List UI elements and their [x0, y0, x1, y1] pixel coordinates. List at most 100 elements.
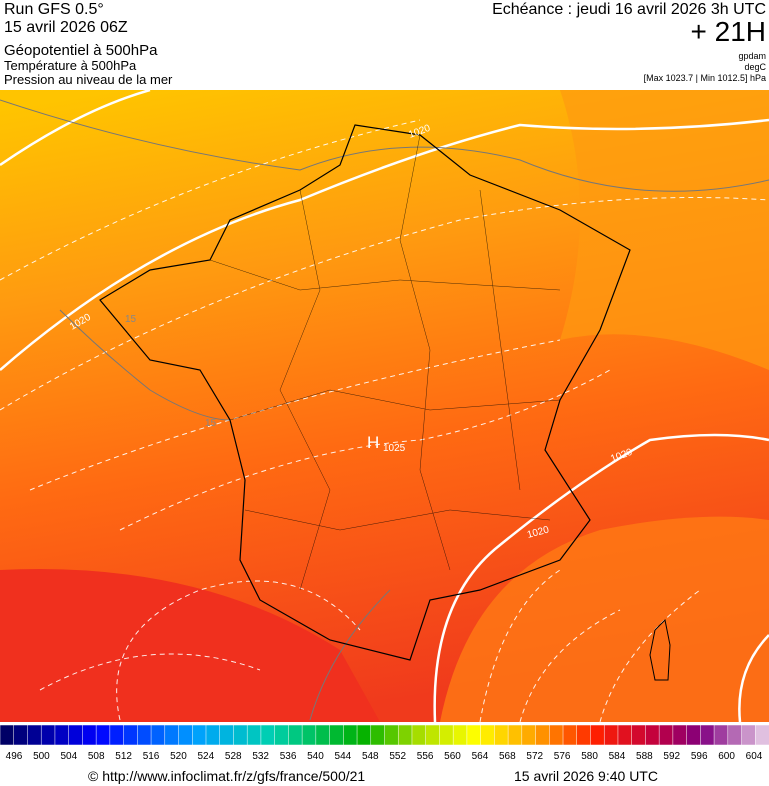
- color-swatch: [452, 724, 468, 746]
- color-swatch: [123, 724, 139, 746]
- run: Run GFS 0.5°: [4, 1, 104, 18]
- scale-label: 588: [636, 751, 653, 762]
- color-swatch: [397, 724, 413, 746]
- valid-time: Echéance : jeudi 16 avril 2026 3h UTC: [492, 1, 766, 18]
- color-swatch: [439, 724, 454, 746]
- color-swatch: [109, 724, 125, 746]
- color-swatch: [658, 724, 674, 746]
- color-swatch: [549, 724, 564, 746]
- color-swatch: [617, 724, 633, 746]
- scale-label: 604: [746, 751, 763, 762]
- color-swatch: [315, 724, 331, 746]
- color-swatch: [246, 724, 262, 746]
- scale-label: 540: [307, 751, 324, 762]
- scale-label: 536: [280, 751, 297, 762]
- color-swatch: [233, 724, 248, 746]
- color-swatch: [755, 724, 769, 746]
- color-swatch: [343, 724, 358, 746]
- color-swatch: [68, 724, 84, 746]
- color-swatch: [27, 724, 42, 746]
- scale-label: 596: [691, 751, 708, 762]
- color-swatch: [686, 724, 702, 746]
- color-swatch: [192, 724, 207, 746]
- color-swatch: [507, 724, 523, 746]
- color-swatch: [562, 724, 578, 746]
- scale-label: 552: [389, 751, 406, 762]
- color-swatch: [603, 724, 619, 746]
- scale-label: 508: [88, 751, 105, 762]
- map: 1020 1020 1020 1020 15 15 H 1025: [0, 90, 769, 722]
- scale-label: 548: [362, 751, 379, 762]
- color-swatch: [0, 724, 15, 746]
- color-swatch: [356, 724, 372, 746]
- color-swatch: [150, 724, 166, 746]
- color-swatch: [260, 724, 276, 746]
- isotherm-label: 15: [125, 314, 137, 325]
- scale-label: 560: [444, 751, 461, 762]
- color-swatch: [82, 724, 97, 746]
- scale-label: 532: [252, 751, 269, 762]
- scale-label: 496: [6, 751, 23, 762]
- field: Température à 500hPa: [4, 58, 137, 73]
- color-swatch: [727, 724, 743, 746]
- color-swatch: [329, 724, 345, 746]
- color-scale: 496 500 504 508 512 516 520 524 528 532 536 540 544 5…: [0, 724, 769, 762]
- color-swatch: [301, 724, 317, 746]
- source-url: © http://www.infoclimat.fr/z/gfs/france/…: [88, 768, 366, 784]
- color-swatch: [205, 724, 221, 746]
- scale-label: 500: [33, 751, 50, 762]
- color-swatch: [521, 724, 537, 746]
- color-swatch: [137, 724, 152, 746]
- color-swatch: [178, 724, 193, 746]
- field: Pression au niveau de la mer: [4, 72, 173, 87]
- scale-label: 504: [60, 751, 77, 762]
- high-value: 1025: [383, 443, 406, 454]
- scale-label: 564: [472, 751, 489, 762]
- color-swatch: [274, 724, 290, 746]
- scale-label: 544: [335, 751, 352, 762]
- color-swatch: [631, 724, 647, 746]
- lead-time: + 21H: [690, 16, 767, 47]
- color-swatch: [219, 724, 235, 746]
- high-pressure: H: [367, 433, 379, 452]
- color-swatch: [576, 724, 592, 746]
- color-swatch: [384, 724, 399, 746]
- scale-label: 600: [718, 751, 735, 762]
- color-swatch: [645, 724, 660, 746]
- color-swatch: [95, 724, 111, 746]
- color-swatch: [494, 724, 509, 746]
- color-swatch: [411, 724, 427, 746]
- unit: gpdam: [738, 51, 766, 61]
- scale-label: 584: [609, 751, 626, 762]
- scale-label: 524: [198, 751, 215, 762]
- field: Géopotentiel à 500hPa: [4, 42, 158, 59]
- scale-label: 516: [143, 751, 160, 762]
- color-swatch: [425, 724, 441, 746]
- color-swatch: [164, 724, 180, 746]
- color-swatch: [466, 724, 482, 746]
- scale-label: 580: [581, 751, 598, 762]
- scale-label: 572: [526, 751, 543, 762]
- scale-label: 568: [499, 751, 516, 762]
- color-swatch: [535, 724, 551, 746]
- run-date: 15 avril 2026 06Z: [4, 19, 128, 36]
- color-swatch: [370, 724, 386, 746]
- color-swatch: [13, 724, 29, 746]
- color-swatch: [288, 724, 303, 746]
- scale-label: 556: [417, 751, 434, 762]
- scale-label: 576: [554, 751, 571, 762]
- scale-label: 512: [115, 751, 132, 762]
- color-swatch: [700, 724, 715, 746]
- color-swatch: [54, 724, 70, 746]
- color-swatch: [590, 724, 605, 746]
- unit: [Max 1023.7 | Min 1012.5] hPa: [643, 73, 766, 83]
- isotherm-label: 15: [205, 418, 217, 429]
- color-swatch: [672, 724, 688, 746]
- unit: degC: [744, 62, 766, 72]
- color-swatch: [480, 724, 496, 746]
- color-swatch: [741, 724, 757, 746]
- scale-label: 528: [225, 751, 242, 762]
- color-swatch: [40, 724, 56, 746]
- scale-label: 592: [663, 751, 680, 762]
